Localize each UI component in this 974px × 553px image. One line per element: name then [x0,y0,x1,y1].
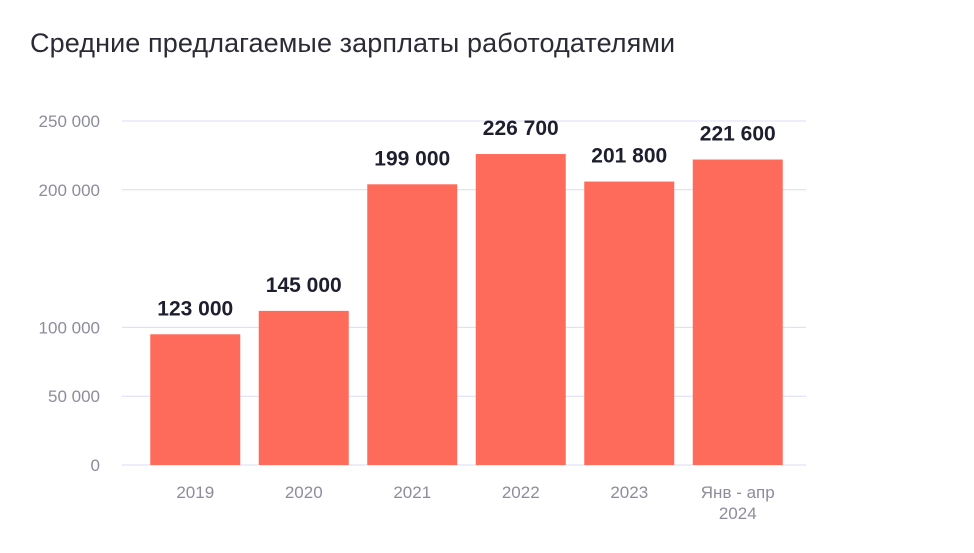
y-tick-label: 0 [91,456,100,475]
data-label: 199 000 [374,147,450,170]
y-tick-label: 250 000 [39,112,100,131]
bar [367,184,458,465]
bar [475,154,566,466]
x-tick-label: 2023 [610,483,648,502]
x-tick-label: Янв - апр [701,483,775,502]
y-axis-ticks: 0 50 000 100 000 200 000 250 000 [39,112,100,475]
x-tick-label: 2020 [285,483,323,502]
data-label: 221 600 [700,123,776,146]
y-tick-label: 50 000 [48,387,100,406]
data-label: 201 800 [591,145,667,168]
y-tick-label: 100 000 [39,318,100,337]
x-tick-label: 2021 [393,483,431,502]
bar [258,310,349,465]
data-label: 123 000 [157,297,233,320]
chart-title: Средние предлагаемые зарплаты работодате… [30,28,676,58]
x-tick-label: 2019 [176,483,214,502]
data-label: 145 000 [266,274,342,297]
bar [692,159,783,465]
x-tick-label: 2024 [719,504,757,523]
data-labels: 123 000 145 000 199 000 226 700 201 800 221 6… [157,117,775,320]
x-tick-label: 2022 [502,483,540,502]
data-label: 226 700 [483,117,559,140]
bars [150,154,783,466]
y-tick-label: 200 000 [39,181,100,200]
x-axis-ticks: 2019 2020 2021 2022 2023 Янв - апр 2024 [176,483,774,523]
bar [584,181,675,465]
bar [150,334,241,465]
